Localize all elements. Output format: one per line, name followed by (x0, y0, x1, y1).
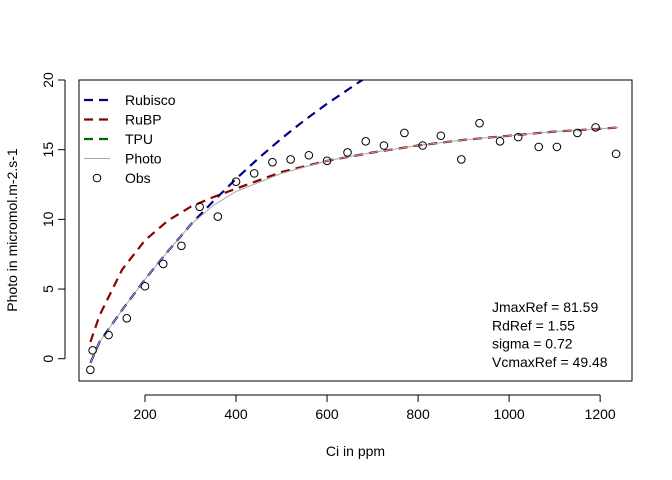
x-tick-label: 1200 (585, 406, 616, 422)
x-tick-label: 400 (224, 406, 248, 422)
curves (89, 80, 619, 364)
fit-parameter-text: JmaxRef = 81.59 (492, 299, 598, 315)
obs-point (513, 132, 523, 142)
legend: Rubisco RuBP TPU Photo Obs (84, 92, 176, 186)
obs-point (361, 137, 371, 146)
fit-parameter-text: RdRef = 1.55 (492, 317, 575, 333)
y-tick-label: 5 (40, 285, 56, 293)
y-axis-label: Photo in micromol.m-2.s-1 (4, 148, 20, 312)
fit-parameter-text: VcmaxRef = 49.48 (492, 354, 608, 370)
x-tick-label: 1000 (494, 406, 525, 422)
obs-point (552, 142, 562, 152)
obs-point (231, 177, 241, 187)
obs-point (436, 131, 446, 141)
obs-point (140, 281, 150, 291)
x-tick-label: 600 (315, 406, 339, 422)
obs-point (177, 241, 186, 251)
x-tick-label: 200 (133, 406, 157, 422)
obs-point (86, 365, 95, 375)
obs-point (343, 148, 352, 157)
legend-label: Obs (125, 170, 151, 186)
fit-parameter-text: sigma = 0.72 (492, 336, 573, 352)
y-tick-label: 15 (40, 142, 56, 158)
obs-point (304, 150, 314, 160)
obs-point (379, 141, 389, 150)
x-axis-label: Ci in ppm (326, 443, 385, 459)
plot-frame (78, 79, 633, 382)
obs-point (122, 313, 132, 323)
obs-point (591, 123, 600, 132)
obs-point (495, 137, 505, 146)
obs-point (400, 128, 409, 138)
observed-points (86, 118, 621, 375)
legend-label: TPU (125, 131, 153, 147)
y-tick-label: 20 (40, 72, 56, 88)
legend-symbol-obs (92, 173, 102, 183)
y-tick-label: 10 (40, 211, 56, 227)
obs-point (195, 202, 204, 212)
fit-parameters: JmaxRef = 81.59 RdRef = 1.55 sigma = 0.72 V… (492, 299, 608, 370)
legend-label: Rubisco (125, 92, 176, 108)
obs-point (322, 156, 332, 166)
y-tick-label: 0 (40, 355, 56, 363)
obs-point (213, 212, 223, 221)
obs-point (268, 157, 277, 167)
obs-point (573, 128, 582, 138)
axes: 200 400 600 800 1000 1200 0 5 10 15 20 (40, 72, 616, 422)
obs-point (104, 330, 113, 340)
legend-label: Photo (125, 151, 162, 167)
obs-point (286, 155, 295, 164)
legend-label: RuBP (125, 112, 162, 128)
obs-point (88, 346, 97, 355)
x-tick-label: 800 (406, 406, 430, 422)
obs-point (457, 155, 466, 164)
obs-point (418, 141, 427, 150)
obs-point (475, 118, 484, 128)
obs-point (158, 259, 168, 269)
photo-curve (89, 126, 619, 364)
obs-point (534, 142, 543, 152)
obs-point (611, 149, 621, 159)
obs-point (249, 169, 259, 178)
